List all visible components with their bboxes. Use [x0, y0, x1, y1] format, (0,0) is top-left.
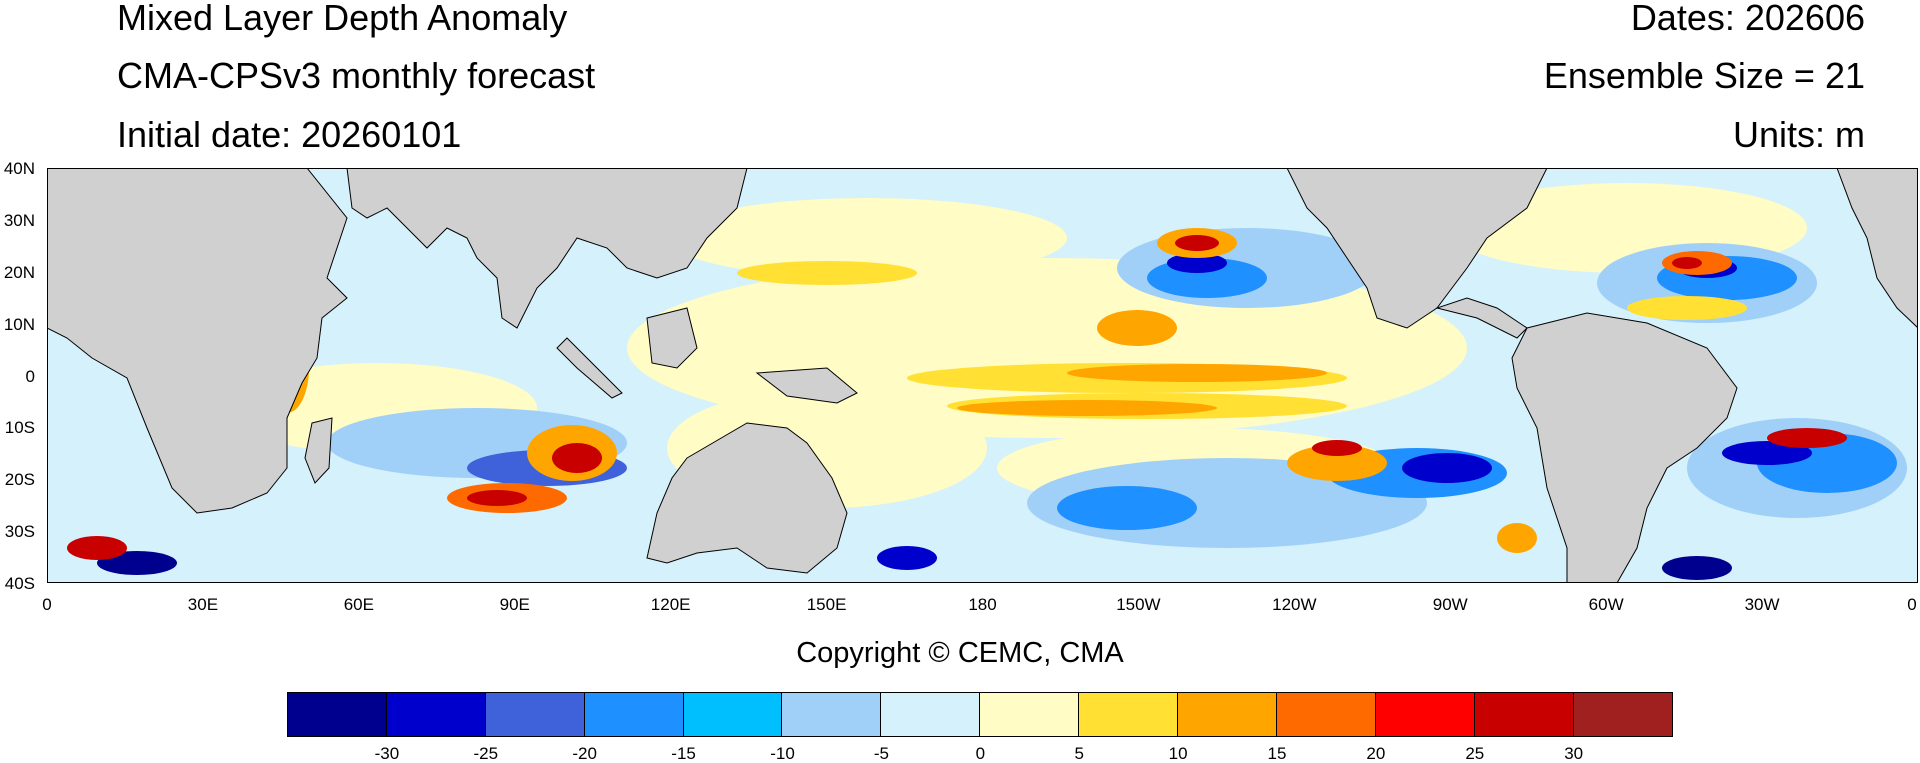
colorbar-tick-label: -10	[770, 744, 795, 763]
units-label: Units: m	[1732, 114, 1865, 155]
copyright-notice: Copyright © CEMC, CMA	[796, 637, 1124, 669]
initial-date: Initial date: 20260101	[117, 114, 462, 155]
lat-label: 30S	[4, 522, 35, 542]
borneo-land	[646, 307, 698, 369]
lat-label: 0	[25, 366, 35, 386]
lon-label: 30W	[1744, 595, 1780, 614]
lat-label: 40N	[3, 159, 35, 178]
colorbar-tick-label: 25	[1465, 744, 1485, 763]
anomaly-map	[47, 168, 1918, 583]
lon-label: 30E	[187, 595, 219, 614]
colorbar-tick-label: 10	[1168, 744, 1188, 763]
colorbar-tick-label: 5	[1074, 744, 1084, 763]
north-america-land	[1286, 168, 1548, 329]
colorbar-tick-label: -25	[473, 744, 499, 763]
colorbar-tick-label: 30	[1564, 744, 1584, 763]
colorbar-swatch	[1079, 693, 1179, 736]
colorbar-swatch	[1474, 693, 1574, 736]
lon-label: 90E	[499, 595, 530, 614]
colorbar-swatch	[683, 693, 783, 736]
south-america-land	[1511, 312, 1738, 583]
colorbar-tick-label: 0	[975, 744, 986, 763]
map-title: Mixed Layer Depth Anomaly	[117, 0, 568, 38]
colorbar-tick-label: -5	[873, 744, 889, 763]
colorbar-tick-label: 15	[1267, 744, 1287, 763]
lat-label: 30N	[3, 210, 35, 230]
colorbar-swatch	[584, 693, 684, 736]
colorbar-swatch	[1375, 693, 1475, 736]
colorbar-swatch	[782, 693, 882, 736]
lat-label: 40S	[4, 574, 35, 593]
lon-label: 120W	[1272, 595, 1317, 614]
new-guinea-land	[755, 367, 858, 404]
madagascar-land	[304, 417, 333, 484]
colorbar-swatch	[881, 693, 981, 736]
forecast-dates: Dates: 202606	[1630, 0, 1865, 38]
lon-label: 0	[1907, 595, 1917, 614]
lat-label: 20N	[3, 262, 35, 282]
lon-label: 0	[42, 595, 52, 614]
lon-label: 120E	[650, 595, 691, 614]
africa-land	[47, 168, 348, 514]
colorbar-swatch	[386, 693, 486, 736]
australia-land	[646, 422, 848, 574]
colorbar-tick-label: -30	[374, 744, 400, 763]
colorbar-swatch	[1276, 693, 1376, 736]
lon-label: 150W	[1116, 595, 1161, 614]
lat-label: 10S	[4, 418, 35, 438]
continents	[47, 168, 1918, 583]
ensemble-size: Ensemble Size = 21	[1543, 55, 1865, 96]
sumatra-land	[556, 337, 623, 399]
lat-label: 10N	[3, 314, 35, 334]
asia-land	[346, 168, 748, 329]
colorbar-swatch	[980, 693, 1080, 736]
map-panel	[47, 168, 1918, 583]
colorbar-tick-label: -20	[572, 744, 597, 763]
lon-label: 60W	[1588, 595, 1624, 614]
lon-label: 180	[968, 595, 997, 614]
colorbar-swatch	[1178, 693, 1277, 736]
europe-africa-land	[1836, 168, 1918, 329]
colorbar-swatch	[288, 693, 387, 736]
lon-label: 90W	[1432, 595, 1468, 614]
colorbar-swatch	[485, 693, 585, 736]
map-subtitle: CMA-CPSv3 monthly forecast	[117, 55, 596, 96]
colorbar-tick-label: -15	[671, 744, 696, 763]
lon-label: 150E	[806, 595, 847, 614]
colorbar-tick-label: 20	[1366, 744, 1386, 763]
colorbar	[287, 692, 1674, 737]
central-america-land	[1435, 297, 1528, 339]
colorbar-swatch	[1573, 693, 1673, 736]
lon-label: 60E	[343, 595, 374, 614]
lat-label: 20S	[4, 470, 35, 490]
